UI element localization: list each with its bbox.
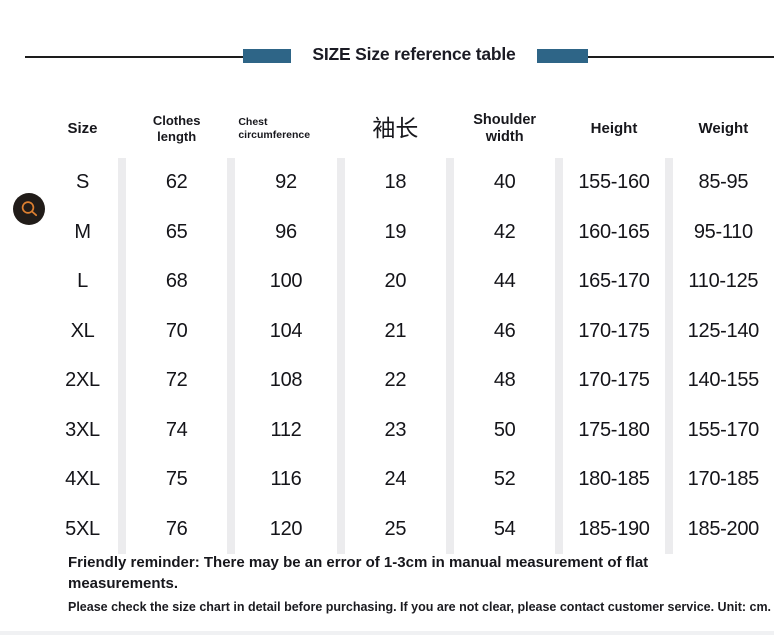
table-cell: 112 — [235, 405, 337, 455]
table-cell: 120 — [235, 504, 337, 554]
table-cell: 21 — [344, 306, 446, 356]
table-cell: 155-160 — [563, 158, 665, 208]
table-cell: 108 — [235, 356, 337, 406]
table-cell: 18 — [344, 158, 446, 208]
title-accent-bar-left — [243, 49, 291, 63]
table-cell: 20 — [344, 257, 446, 307]
table-cell: 76 — [126, 504, 228, 554]
size-label-cell: S — [47, 158, 118, 208]
size-label-cell: 4XL — [47, 455, 118, 505]
column-header-shoulder-width: Shoulder width — [473, 111, 537, 145]
table-cell: 62 — [126, 158, 228, 208]
title-accent-bar-right — [537, 49, 588, 63]
table-cell: 46 — [454, 306, 556, 356]
size-table-body: S 62 92 18 40 155-160 85-95 M 65 96 19 4… — [47, 158, 774, 554]
friendly-reminder-text: Friendly reminder: There may be an error… — [68, 554, 649, 592]
table-cell: 52 — [454, 455, 556, 505]
table-cell: 74 — [126, 405, 228, 455]
table-cell: 50 — [454, 405, 556, 455]
table-cell: 160-165 — [563, 207, 665, 257]
size-label-cell: L — [47, 257, 118, 307]
table-cell: 25 — [344, 504, 446, 554]
table-cell: 44 — [454, 257, 556, 307]
table-cell: 125-140 — [672, 306, 774, 356]
table-cell: 70 — [126, 306, 228, 356]
table-cell: 40 — [454, 158, 556, 208]
table-cell: 24 — [344, 455, 446, 505]
purchase-note-text: Please check the size chart in detail be… — [68, 600, 772, 614]
table-cell: 104 — [235, 306, 337, 356]
table-cell: 68 — [126, 257, 228, 307]
title-rule-left — [25, 56, 243, 58]
table-cell: 110-125 — [672, 257, 774, 307]
column-header-clothes-length: Clothes length — [152, 113, 201, 144]
column-header-height: Height — [590, 120, 638, 137]
table-cell: 95-110 — [672, 207, 774, 257]
page-title: SIZE Size reference table — [312, 44, 516, 64]
table-cell: 175-180 — [563, 405, 665, 455]
table-cell: 54 — [454, 504, 556, 554]
table-cell: 72 — [126, 356, 228, 406]
table-header-row: Size Clothes length Chest circumference … — [47, 100, 774, 158]
table-cell: 22 — [344, 356, 446, 406]
table-cell: 185-200 — [672, 504, 774, 554]
table-cell: 170-175 — [563, 306, 665, 356]
table-cell: 155-170 — [672, 405, 774, 455]
table-cell: 100 — [235, 257, 337, 307]
table-cell: 170-175 — [563, 356, 665, 406]
table-cell: 96 — [235, 207, 337, 257]
table-cell: 170-185 — [672, 455, 774, 505]
image-zoom-button[interactable] — [13, 193, 45, 225]
column-header-sleeve-length: 袖长 — [372, 115, 419, 142]
column-header-size: Size — [67, 120, 98, 137]
size-label-cell: XL — [47, 306, 118, 356]
table-cell: 65 — [126, 207, 228, 257]
table-cell: 185-190 — [563, 504, 665, 554]
size-label-cell: 2XL — [47, 356, 118, 406]
bottom-divider — [0, 631, 774, 635]
table-cell: 116 — [235, 455, 337, 505]
size-label-cell: 5XL — [47, 504, 118, 554]
table-cell: 75 — [126, 455, 228, 505]
column-header-weight: Weight — [698, 120, 749, 137]
table-cell: 19 — [344, 207, 446, 257]
size-label-cell: 3XL — [47, 405, 118, 455]
table-cell: 42 — [454, 207, 556, 257]
table-cell: 165-170 — [563, 257, 665, 307]
table-cell: 48 — [454, 356, 556, 406]
table-cell: 140-155 — [672, 356, 774, 406]
table-cell: 85-95 — [672, 158, 774, 208]
search-icon — [21, 201, 38, 217]
title-rule-right — [588, 56, 774, 58]
table-cell: 180-185 — [563, 455, 665, 505]
table-cell: 92 — [235, 158, 337, 208]
size-label-cell: M — [47, 207, 118, 257]
column-header-chest-circumference: Chest circumference — [238, 116, 311, 141]
table-cell: 23 — [344, 405, 446, 455]
